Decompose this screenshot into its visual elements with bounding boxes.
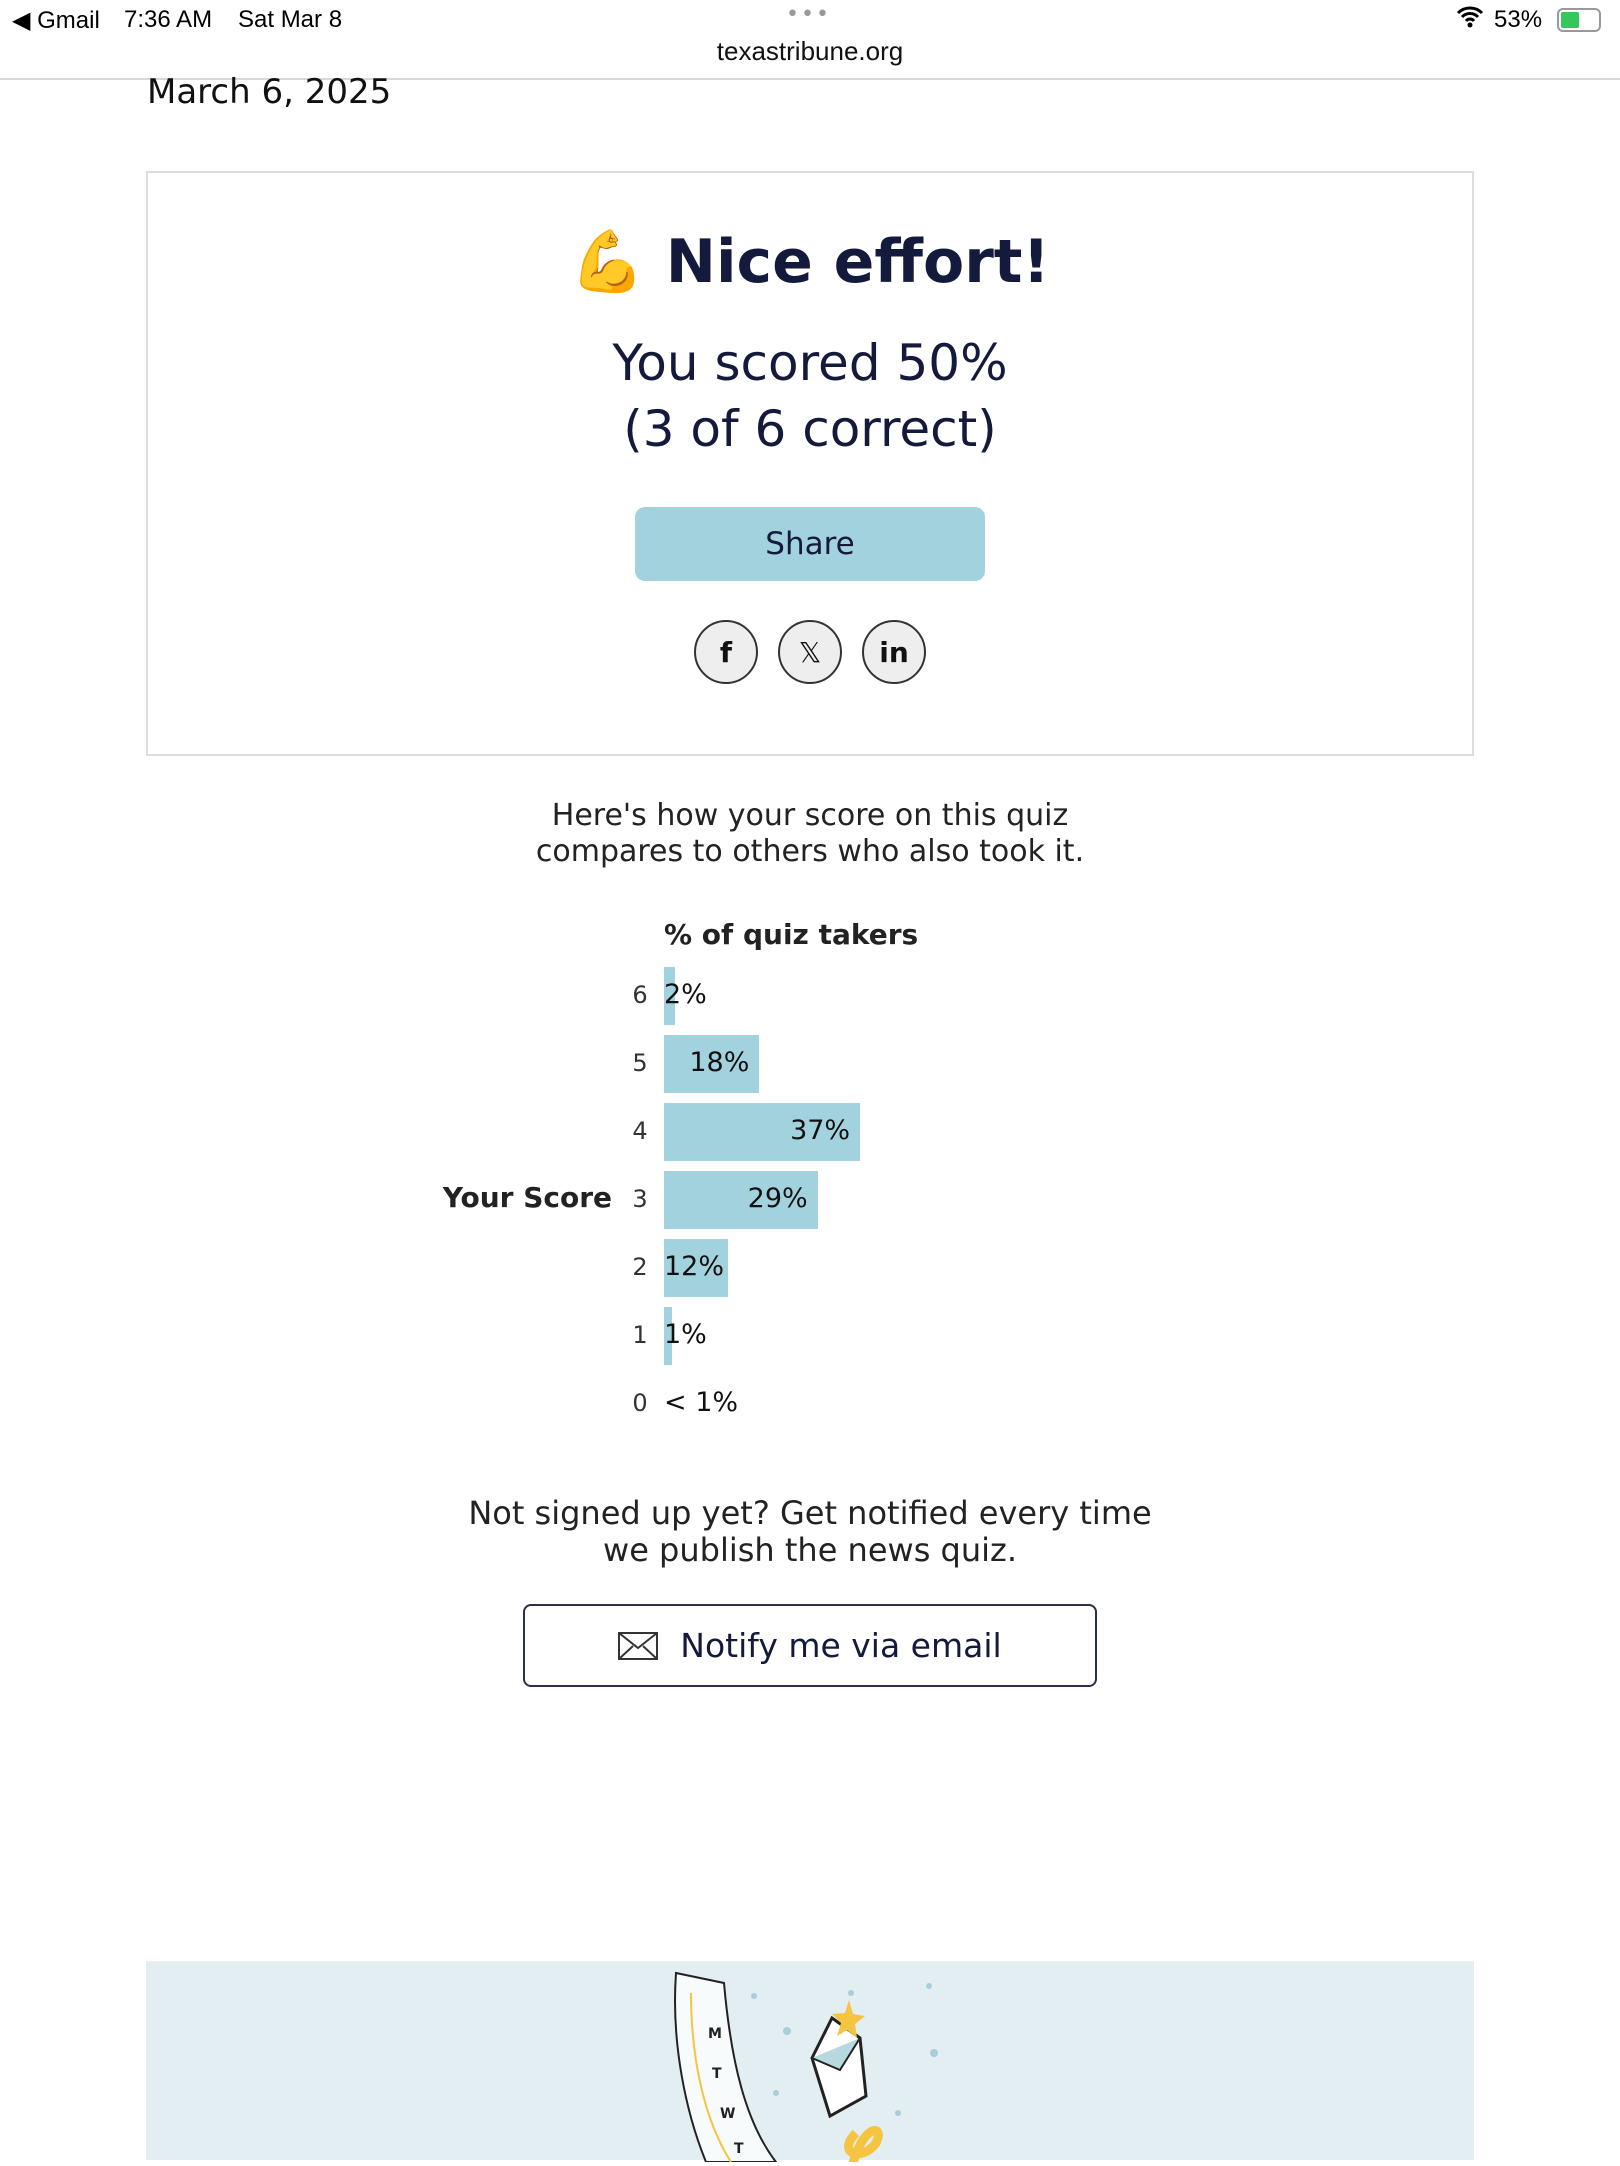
bar-score-1 bbox=[664, 1307, 672, 1365]
compare-text-1: Here's how your score on this quiz bbox=[551, 798, 1069, 833]
notify-email-button[interactable]: Notify me via email bbox=[523, 1604, 1097, 1687]
linkedin-icon: in bbox=[879, 635, 909, 669]
score-line-1: You scored 50% bbox=[612, 334, 1008, 392]
squiggle bbox=[844, 2126, 883, 2166]
signup-text-1: Not signed up yet? Get notified every ti… bbox=[468, 1494, 1152, 1532]
wifi-icon bbox=[1456, 4, 1484, 34]
flexed-biceps-icon: 💪 bbox=[570, 227, 645, 297]
score-label-2: 2 bbox=[632, 1253, 648, 1281]
x-share-button[interactable]: 𝕏 bbox=[778, 620, 842, 684]
score-line-2: (3 of 6 correct) bbox=[623, 400, 997, 458]
score-label-4: 4 bbox=[632, 1117, 648, 1145]
result-title: 💪 Nice effort! bbox=[0, 226, 1620, 297]
chart-title: % of quiz takers bbox=[664, 918, 919, 951]
notify-label: Notify me via email bbox=[680, 1626, 1002, 1665]
result-card bbox=[146, 171, 1474, 756]
bar-score-5 bbox=[664, 1035, 760, 1093]
battery-percent: 53% bbox=[1494, 6, 1543, 33]
calendar-days: M T W T bbox=[708, 2026, 744, 2157]
bar-score-3 bbox=[664, 1171, 818, 1229]
bar-score-4 bbox=[664, 1103, 861, 1161]
envelope-icon bbox=[810, 2015, 868, 2119]
value-label-6: 2% bbox=[664, 979, 707, 1010]
value-label-3: 29% bbox=[747, 1183, 808, 1214]
score-label-0: 0 bbox=[632, 1389, 648, 1417]
star-icon bbox=[832, 2000, 865, 2038]
value-label-1: 1% bbox=[664, 1319, 707, 1350]
value-label-4: 37% bbox=[790, 1115, 851, 1146]
facebook-share-button[interactable]: f bbox=[694, 620, 758, 684]
score-label-3: 3 bbox=[632, 1185, 648, 1213]
bar-score-2 bbox=[664, 1239, 728, 1297]
day-m: M bbox=[708, 2026, 722, 2042]
day-t: T bbox=[712, 2066, 722, 2082]
browser-status-bar: ◀ Gmail 7:36 AM Sat Mar 8 ••• 53% texast… bbox=[0, 0, 1620, 80]
result-title-text: Nice effort! bbox=[665, 227, 1050, 297]
score-label-6: 6 bbox=[632, 981, 648, 1009]
time: 7:36 AM bbox=[124, 6, 213, 33]
compare-text-2: compares to others who also took it. bbox=[535, 834, 1085, 869]
url-display[interactable]: texastribune.org bbox=[716, 36, 904, 66]
value-label-0: < 1% bbox=[664, 1387, 739, 1418]
x-icon: 𝕏 bbox=[798, 635, 822, 669]
score-label-5: 5 bbox=[632, 1049, 648, 1077]
linkedin-share-button[interactable]: in bbox=[862, 620, 926, 684]
share-button[interactable]: Share bbox=[635, 507, 985, 581]
newsletter-illustration: M T W T bbox=[146, 1961, 1474, 2166]
value-label-5: 18% bbox=[689, 1047, 750, 1078]
your-score-label: Your Score bbox=[442, 1181, 612, 1214]
battery-icon bbox=[1557, 8, 1601, 32]
quiz-date: March 6, 2025 bbox=[147, 72, 392, 112]
value-label-2: 12% bbox=[664, 1251, 725, 1282]
facebook-icon: f bbox=[719, 635, 733, 669]
day-w: W bbox=[720, 2106, 735, 2122]
back-app-label: Gmail bbox=[37, 7, 100, 34]
back-to-gmail[interactable]: ◀ Gmail bbox=[12, 7, 100, 34]
date: Sat Mar 8 bbox=[238, 6, 343, 33]
envelope-icon bbox=[618, 1631, 659, 1660]
bar-score-6 bbox=[664, 967, 675, 1025]
more-dots-icon[interactable]: ••• bbox=[786, 2, 831, 27]
signup-text-2: we publish the news quiz. bbox=[603, 1531, 1017, 1569]
day-t2: T bbox=[734, 2141, 744, 2157]
score-label-1: 1 bbox=[632, 1321, 648, 1349]
